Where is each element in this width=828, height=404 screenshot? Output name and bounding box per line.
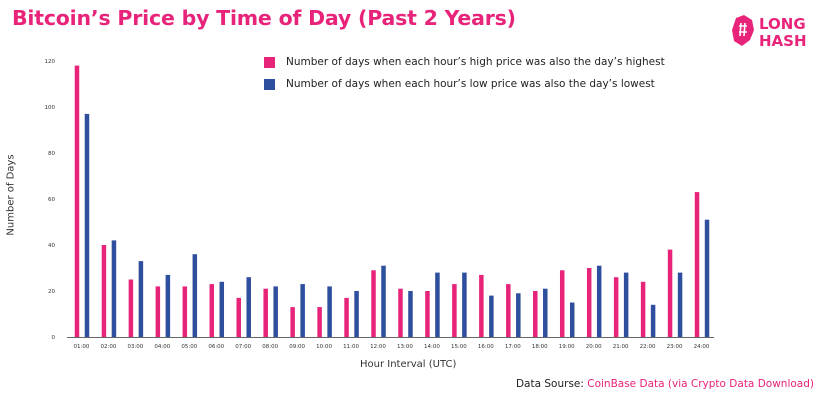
legend-item-low: Number of days when each hour’s low pric… — [264, 77, 665, 91]
x-tick-label: 10:00 — [316, 344, 332, 350]
bar-low — [489, 295, 494, 337]
y-tick-label: 100 — [45, 105, 56, 111]
x-tick-label: 18:00 — [532, 344, 548, 350]
x-tick-label: 04:00 — [154, 344, 170, 350]
bar-high — [640, 281, 646, 337]
legend-swatch-low — [264, 78, 275, 90]
x-tick-label: 11:00 — [343, 344, 359, 350]
bar-high — [559, 270, 565, 337]
bar-low — [543, 288, 548, 337]
bar-low — [677, 272, 683, 337]
x-tick-label: 14:00 — [424, 344, 440, 350]
y-tick-label: 20 — [48, 289, 55, 295]
bar-low — [300, 284, 305, 337]
bar-low — [354, 291, 359, 337]
bar-high — [101, 245, 107, 337]
data-source-link[interactable]: CoinBase Data (via Crypto Data Download) — [587, 378, 814, 390]
x-tick-label: 13:00 — [397, 344, 413, 350]
chart-legend: Number of days when each hour’s high pri… — [264, 55, 665, 99]
bar-high — [398, 288, 403, 337]
bar-low — [327, 286, 332, 337]
bar-low — [273, 286, 278, 337]
x-tick-label: 02:00 — [101, 344, 117, 350]
longhash-logo-icon — [732, 15, 754, 46]
x-tick-label: 22:00 — [640, 344, 656, 350]
bar-low — [381, 265, 386, 337]
bar-high — [317, 307, 322, 337]
bar-high — [74, 65, 80, 337]
legend-label-high: Number of days when each hour’s high pri… — [286, 56, 665, 68]
x-tick-label: 09:00 — [289, 344, 305, 350]
bar-low — [435, 272, 440, 337]
bar-high — [371, 270, 376, 337]
bar-low — [246, 277, 251, 337]
bar-low — [138, 261, 144, 337]
bar-high — [344, 297, 349, 337]
longhash-logo: LONG HASH — [730, 14, 826, 54]
bar-low — [192, 254, 198, 337]
x-tick-label: 01:00 — [74, 344, 90, 350]
bar-low — [165, 274, 171, 337]
x-tick-label: 23:00 — [667, 344, 683, 350]
legend-swatch-high — [264, 56, 275, 68]
bar-high — [182, 286, 188, 337]
x-tick-label: 24:00 — [694, 344, 710, 350]
x-tick-label: 21:00 — [613, 344, 629, 350]
bar-low — [84, 113, 90, 338]
x-tick-label: 16:00 — [478, 344, 494, 350]
x-tick-label: 03:00 — [127, 344, 143, 350]
data-source-prefix: Data Sourse: — [515, 378, 588, 390]
bar-high — [533, 291, 538, 337]
bar-high — [128, 279, 134, 337]
y-tick-label: 80 — [48, 151, 55, 157]
bar-low — [623, 272, 629, 337]
x-tick-label: 05:00 — [181, 344, 197, 350]
bar-high — [263, 288, 268, 337]
bar-high — [452, 284, 457, 337]
bar-high — [667, 249, 673, 337]
bar-low — [596, 265, 602, 337]
bar-high — [425, 291, 430, 337]
bar-high — [586, 268, 592, 337]
x-tick-label: 07:00 — [235, 344, 251, 350]
legend-item-high: Number of days when each hour’s high pri… — [264, 55, 665, 69]
logo-text-hash: HASH — [759, 32, 807, 50]
x-tick-label: 06:00 — [208, 344, 224, 350]
bar-low — [704, 219, 710, 337]
x-tick-label: 12:00 — [370, 344, 386, 350]
bar-high — [613, 277, 619, 337]
x-tick-label: 20:00 — [586, 344, 602, 350]
chart-title: Bitcoin’s Price by Time of Day (Past 2 Y… — [12, 6, 516, 30]
y-tick-label: 40 — [48, 243, 55, 249]
bar-low — [650, 304, 656, 337]
bar-low — [111, 240, 117, 337]
bar-low — [462, 272, 467, 337]
x-tick-label: 19:00 — [559, 344, 575, 350]
legend-label-low: Number of days when each hour’s low pric… — [286, 78, 655, 90]
bar-high — [479, 274, 484, 337]
x-tick-label: 17:00 — [505, 344, 521, 350]
bar-high — [290, 307, 295, 337]
y-tick-label: 0 — [52, 335, 56, 341]
bar-high — [694, 192, 700, 337]
bar-low — [219, 281, 225, 337]
y-tick-label: 60 — [48, 197, 55, 203]
bar-high — [155, 286, 161, 337]
y-tick-label: 120 — [45, 59, 56, 65]
bar-high — [506, 284, 511, 337]
logo-text-long: LONG — [759, 15, 806, 33]
data-source: Data Sourse: CoinBase Data (via Crypto D… — [516, 378, 814, 390]
bar-low — [516, 293, 521, 337]
x-tick-label: 08:00 — [262, 344, 278, 350]
bar-low — [569, 302, 575, 337]
bar-high — [236, 297, 241, 337]
x-axis-label: Hour Interval (UTC) — [360, 359, 457, 370]
bar-low — [408, 291, 413, 337]
x-tick-label: 15:00 — [451, 344, 467, 350]
bar-high — [209, 284, 215, 337]
